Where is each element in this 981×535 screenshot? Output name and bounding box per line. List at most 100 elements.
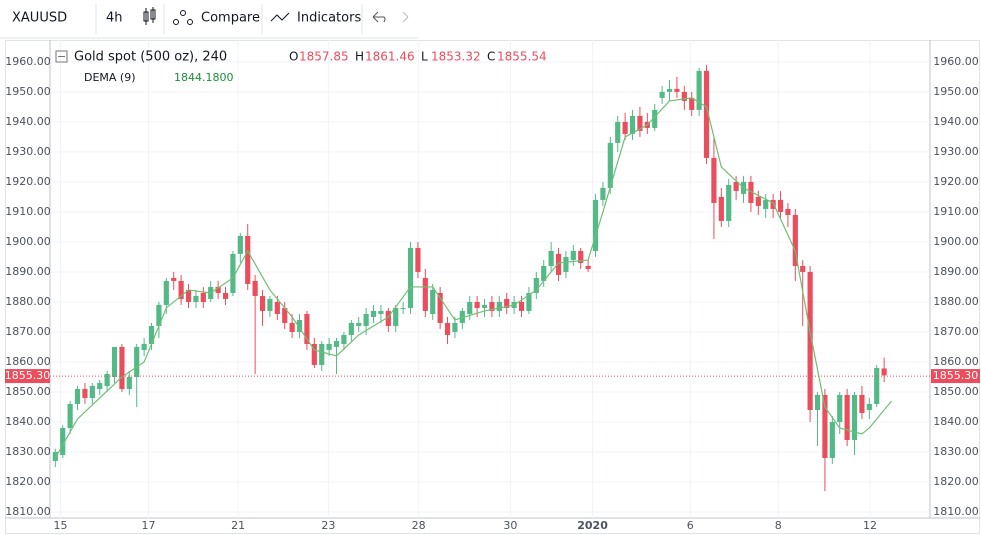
indicator-name: DEMA (9) xyxy=(84,71,136,84)
candle-body xyxy=(422,277,428,311)
y-tick-label-right: 1870.00 xyxy=(933,325,979,338)
candle-body xyxy=(370,310,377,317)
candle-body xyxy=(592,199,599,251)
candle-body xyxy=(504,298,510,308)
candle-body xyxy=(326,343,332,350)
candle-body xyxy=(333,340,340,347)
symbol[interactable]: XAUUSD xyxy=(12,11,67,26)
candle-body xyxy=(296,319,303,332)
candle-body xyxy=(622,121,628,134)
candle-body xyxy=(874,367,880,404)
candle-body xyxy=(385,310,391,326)
candle-body xyxy=(718,196,724,221)
candle-body xyxy=(733,181,739,191)
redo-icon[interactable] xyxy=(402,11,409,23)
candle-body xyxy=(481,304,488,308)
ohlc-label: L xyxy=(421,50,428,64)
candle-body xyxy=(341,334,347,344)
candle-body xyxy=(459,310,465,323)
chart-frame xyxy=(5,40,980,534)
y-tick-label: 1920.00 xyxy=(5,175,51,188)
candle-body xyxy=(785,208,791,215)
y-tick-label: 1930.00 xyxy=(5,145,51,158)
candle-body xyxy=(851,394,858,440)
candle-body xyxy=(430,289,436,314)
y-tick-label-right: 1960.00 xyxy=(933,55,979,68)
candle-body xyxy=(548,250,554,266)
candle-body xyxy=(755,196,761,206)
candle-body xyxy=(489,301,495,311)
ohlc-value: 1853.32 xyxy=(431,50,481,64)
candle-body xyxy=(437,292,443,323)
compare-icon[interactable] xyxy=(173,10,193,25)
y-tick-label: 1840.00 xyxy=(5,415,51,428)
candle-body xyxy=(822,394,828,458)
candle-body xyxy=(363,313,369,326)
candle-body xyxy=(148,325,155,344)
candle-body xyxy=(274,301,280,314)
candle-body xyxy=(74,388,81,404)
candle-body xyxy=(600,187,606,200)
candle-body xyxy=(304,313,310,344)
y-tick-label-right: 1930.00 xyxy=(933,145,979,158)
candle-body xyxy=(348,322,354,335)
y-tick-label: 1850.00 xyxy=(5,385,51,398)
candle-body xyxy=(222,292,229,299)
candle-body xyxy=(807,271,813,410)
collapse-icon[interactable] xyxy=(55,50,68,63)
price-label-box xyxy=(5,369,50,384)
undo-icon[interactable] xyxy=(372,11,386,23)
candle-body xyxy=(82,388,88,398)
candle-body xyxy=(245,235,251,284)
interval[interactable]: 4h xyxy=(106,11,123,26)
candle-body xyxy=(356,322,362,326)
candle-body xyxy=(844,394,850,440)
candle-body xyxy=(215,286,221,293)
candle-body xyxy=(134,346,140,377)
y-tick-label-right: 1940.00 xyxy=(933,115,979,128)
ohlc-value: 1857.85 xyxy=(299,50,349,64)
candle-body xyxy=(496,301,502,311)
candle-icon[interactable] xyxy=(143,7,156,25)
candle-body xyxy=(60,427,66,455)
candle-body xyxy=(467,301,473,314)
y-tick-label: 1880.00 xyxy=(5,295,51,308)
compare-button[interactable]: Compare xyxy=(201,11,260,26)
candle-body xyxy=(193,295,199,302)
y-tick-label: 1900.00 xyxy=(5,235,51,248)
candle-body xyxy=(171,277,177,281)
candle-body xyxy=(585,265,591,269)
candle-body xyxy=(52,451,58,461)
candle-body xyxy=(126,376,132,389)
y-tick-label-right: 1840.00 xyxy=(933,415,979,428)
dema-line xyxy=(54,97,892,459)
y-tick-label-right: 1810.00 xyxy=(933,505,979,518)
indicators-icon[interactable] xyxy=(270,12,290,22)
candle-body xyxy=(526,292,532,311)
x-tick-label: 17 xyxy=(142,519,156,532)
candle-body xyxy=(289,322,295,332)
indicators-button[interactable]: Indicators xyxy=(297,11,361,26)
candle-body xyxy=(444,322,451,335)
candle-body xyxy=(763,199,769,209)
price-label: 1855.30 xyxy=(933,369,979,382)
candle-body xyxy=(415,247,421,272)
candle-body xyxy=(400,307,406,309)
y-tick-label: 1950.00 xyxy=(5,85,51,98)
candle-body xyxy=(681,91,687,101)
candle-body xyxy=(89,385,95,398)
candle-body xyxy=(792,214,798,266)
y-tick-label-right: 1910.00 xyxy=(933,205,979,218)
candle-body xyxy=(252,280,258,296)
candle-body xyxy=(629,115,636,134)
candle-body xyxy=(237,235,243,254)
y-tick-label-right: 1860.00 xyxy=(933,355,979,368)
ohlc-label: H xyxy=(355,50,364,64)
candle-body xyxy=(407,247,414,308)
candle-body xyxy=(67,403,73,428)
candle-body xyxy=(104,373,110,386)
x-tick-label: 12 xyxy=(863,519,877,532)
candle-body xyxy=(578,250,584,263)
x-tick-label: 15 xyxy=(54,519,68,532)
